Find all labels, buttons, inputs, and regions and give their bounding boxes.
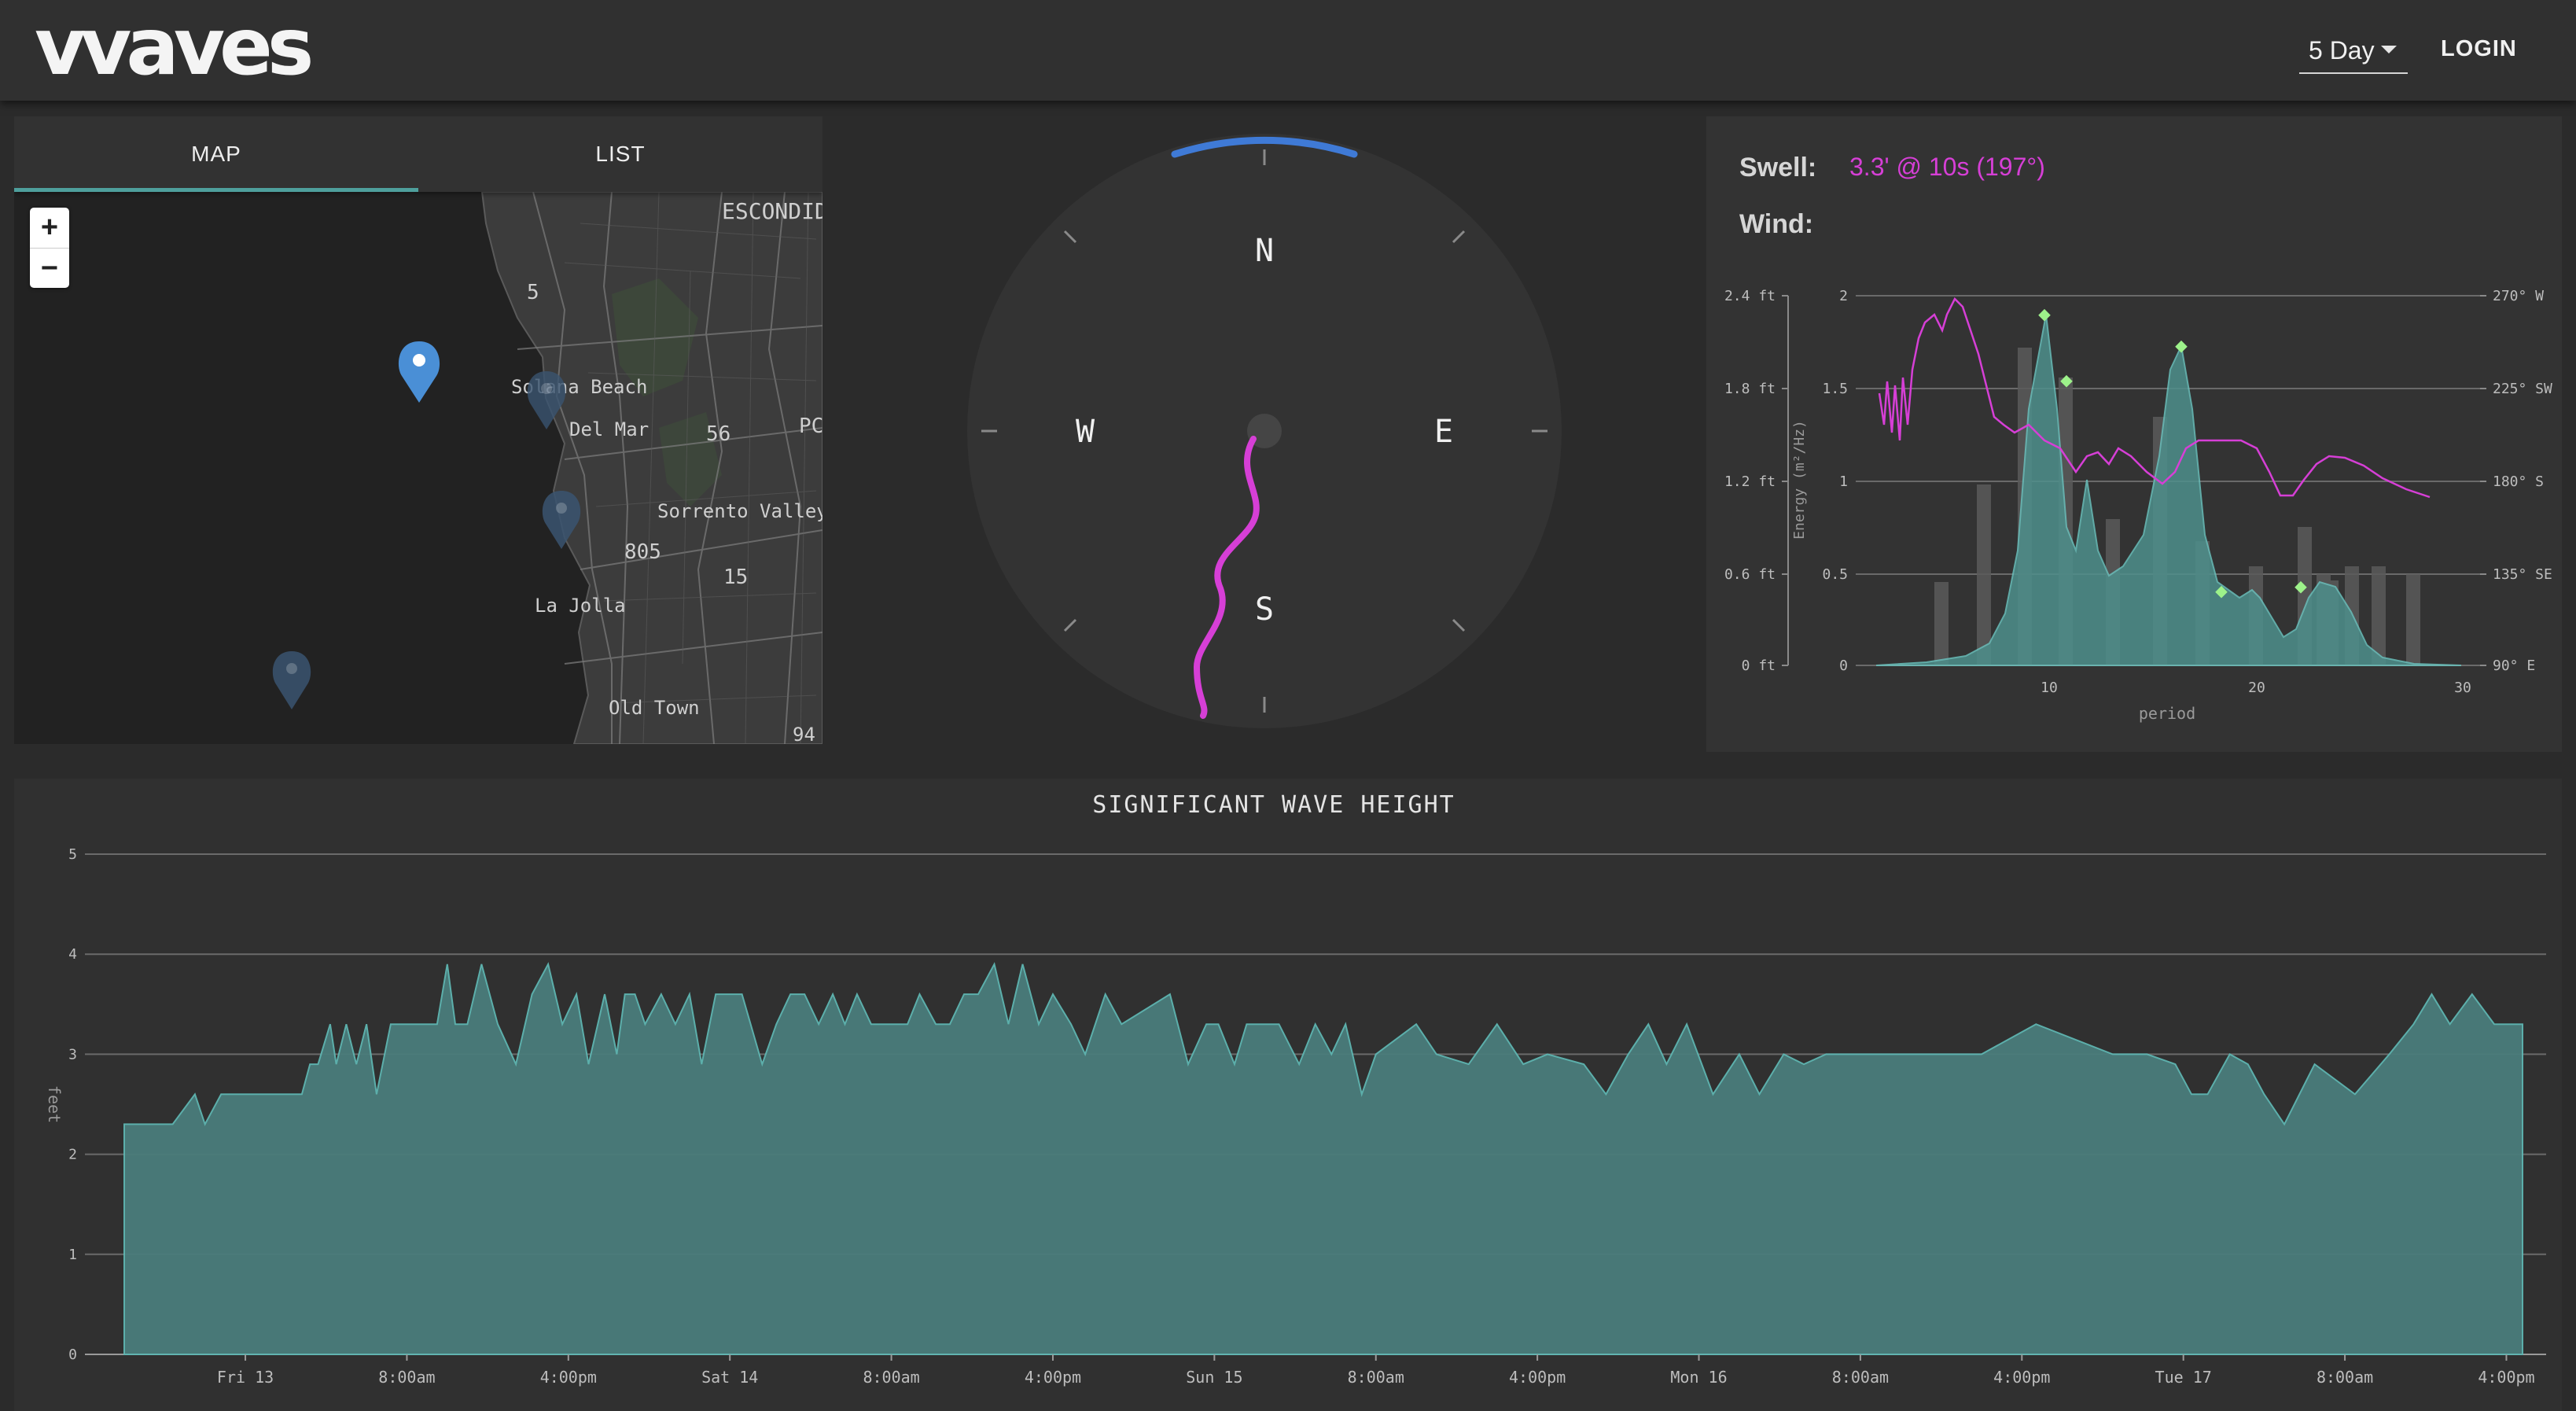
wind-label: Wind: [1739, 209, 1814, 239]
x-tick: 10 [2041, 680, 2058, 696]
wave-y-tick: 3 [68, 1046, 77, 1063]
place-label: Del Mar [569, 418, 649, 440]
wave-x-tick: 4:00pm [1509, 1368, 1566, 1387]
swell-label: Swell: [1739, 153, 1817, 182]
left-ft-ticks: 2.4 ft 1.8 ft 1.2 ft 0.6 ft 0 ft [1724, 288, 1776, 674]
road-network [517, 192, 822, 744]
right-tick: 135° SE [2493, 566, 2552, 583]
wave-x-tick: 4:00pm [1025, 1368, 1081, 1387]
app-header: vvaves 5 Day LOGIN [0, 0, 2576, 101]
spectrum-xlabel: period [2139, 704, 2195, 723]
swell-direction-compass: N S E W [967, 134, 1562, 728]
y-tick: 2 [1839, 288, 1848, 304]
left-tick: 2.4 ft [1724, 288, 1776, 304]
wave-x-tick: 4:00pm [540, 1368, 597, 1387]
place-label: 805 [624, 540, 661, 564]
wave-y-tick: 4 [68, 946, 77, 963]
compass-north: N [1255, 233, 1274, 269]
wave-y-tick: 5 [68, 846, 77, 863]
wave-ylabel: feet [45, 1085, 64, 1123]
buoy-marker [527, 371, 566, 429]
right-tick: 180° S [2493, 473, 2544, 490]
x-tick: 20 [2248, 680, 2265, 696]
right-tick: 90° E [2493, 658, 2535, 674]
buoy-marker-selected [398, 341, 440, 403]
compass-ticks [981, 149, 1547, 713]
swell-direction-line [1193, 436, 1260, 719]
buoy-marker [542, 491, 581, 549]
wave-x-tick: 8:00am [863, 1368, 919, 1387]
place-label: 94 [793, 724, 815, 744]
wave-y-tick: 1 [68, 1247, 77, 1263]
wave-x-tick: Tue 17 [2155, 1368, 2212, 1387]
y-ticks: 2 1.5 1 0.5 0 [1822, 288, 1848, 674]
wave-x-tick: Mon 16 [1670, 1368, 1727, 1387]
zoom-in-button[interactable]: + [30, 208, 69, 249]
spectrum-energy-area [1875, 314, 2462, 666]
compass-south: S [1255, 591, 1274, 628]
caret-down-icon [2381, 46, 2397, 53]
map-panel: MAP LIST + − ESCONDID 5 Solana Be [14, 116, 822, 744]
wave-x-tick: Fri 13 [217, 1368, 274, 1387]
forecast-range-select[interactable]: 5 Day [2299, 35, 2408, 74]
spectrum-ylabel: Energy (m²/Hz) [1791, 420, 1808, 540]
place-label: 56 [706, 422, 730, 446]
y-tick: 1.5 [1822, 381, 1848, 397]
spectrum-direction-line [1878, 297, 2431, 499]
street-grid [564, 192, 817, 744]
wave-x-tick: 4:00pm [2478, 1368, 2534, 1387]
zoom-out-button[interactable]: − [40, 252, 59, 285]
wind-direction-arc [1171, 136, 1358, 158]
right-tick: 225° SW [2493, 381, 2552, 397]
compass-east: E [1434, 414, 1453, 450]
wave-x-tick: Sat 14 [701, 1368, 758, 1387]
left-tick: 0 ft [1742, 658, 1776, 674]
left-tick: 0.6 ft [1724, 566, 1776, 583]
wave-y-tick: 0 [68, 1347, 77, 1363]
swell-value: 3.3' @ 10s (197°) [1849, 153, 2045, 181]
left-tick: 1.8 ft [1724, 381, 1776, 397]
right-tick: 270° W [2493, 288, 2544, 304]
place-label: PC [799, 414, 822, 438]
buoy-marker [272, 651, 311, 709]
wave-x-tick: 8:00am [378, 1368, 435, 1387]
right-direction-ticks: 270° W 225° SW 180° S 135° SE 90° E [2493, 288, 2552, 674]
y-tick: 1 [1839, 473, 1848, 490]
wave-height-area [123, 962, 2523, 1355]
place-label: ESCONDID [722, 198, 822, 224]
map-list-tabs: MAP LIST [14, 116, 822, 192]
map-zoom-control: + − [30, 208, 69, 288]
place-label: 5 [527, 281, 539, 304]
tab-list[interactable]: LIST [595, 142, 646, 166]
login-button[interactable]: LOGIN [2441, 36, 2517, 61]
spectrum-x-ticks: 10 20 30 [2041, 680, 2471, 696]
left-tick: 1.2 ft [1724, 473, 1776, 490]
wave-x-tick: Sun 15 [1186, 1368, 1242, 1387]
compass-panel: N S E W [838, 116, 1691, 744]
place-label: La Jolla [535, 595, 626, 617]
wave-x-tick: 8:00am [1832, 1368, 1889, 1387]
place-label: Sorrento Valley [657, 500, 822, 522]
app-logo[interactable]: vvaves [35, 1, 314, 93]
tab-map[interactable]: MAP [14, 116, 418, 192]
green-area-2 [659, 412, 722, 507]
wave-y-tick: 2 [68, 1147, 77, 1163]
wave-height-title: SIGNIFICANT WAVE HEIGHT [1092, 791, 1455, 819]
forecast-range-label: 5 Day [2309, 36, 2375, 64]
wave-x-tick: 4:00pm [1993, 1368, 2050, 1387]
compass-west: W [1076, 414, 1095, 450]
y-tick: 0.5 [1822, 566, 1848, 583]
energy-spectrum-chart: 2.4 ft 1.8 ft 1.2 ft 0.6 ft 0 ft 2 1.5 1… [1724, 288, 2552, 723]
x-tick: 30 [2454, 680, 2471, 696]
place-label: 15 [723, 566, 748, 589]
place-label: Old Town [609, 697, 700, 719]
wave-x-tick: 8:00am [1348, 1368, 1404, 1387]
wave-height-chart: 0 1 2 3 4 5 Fri 13 8:00am 4:00pm Sat 14 8:00am 4:0… [45, 846, 2546, 1387]
y-tick: 0 [1839, 658, 1848, 674]
map-canvas[interactable]: ESCONDID 5 Solana Beach Del Mar 56 PC So… [14, 192, 822, 744]
wave-x-tick: 8:00am [2317, 1368, 2373, 1387]
